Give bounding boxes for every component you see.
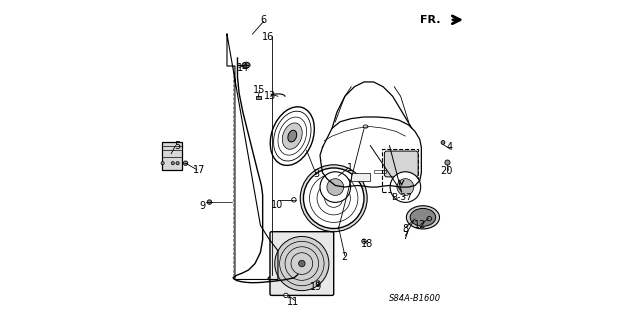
FancyBboxPatch shape <box>270 232 334 295</box>
Circle shape <box>304 168 364 228</box>
Circle shape <box>275 236 329 291</box>
Ellipse shape <box>242 62 250 68</box>
Text: 16: 16 <box>262 32 275 42</box>
Circle shape <box>176 162 179 165</box>
Circle shape <box>397 179 414 196</box>
Circle shape <box>327 179 344 196</box>
Text: 4: 4 <box>447 142 453 152</box>
Circle shape <box>427 216 431 221</box>
Text: 13: 13 <box>264 91 276 101</box>
Text: 20: 20 <box>441 166 453 176</box>
Text: 15: 15 <box>253 85 265 95</box>
Circle shape <box>445 160 450 165</box>
Bar <box>381 149 418 192</box>
Ellipse shape <box>288 130 297 142</box>
Text: 6: 6 <box>260 15 267 25</box>
Ellipse shape <box>410 208 436 226</box>
Circle shape <box>172 162 175 165</box>
Circle shape <box>207 200 212 204</box>
Text: 10: 10 <box>271 200 284 210</box>
Circle shape <box>390 172 421 202</box>
Bar <box>162 142 182 170</box>
Text: S84A-B1600: S84A-B1600 <box>389 294 441 303</box>
Text: 12: 12 <box>414 220 426 230</box>
Text: 11: 11 <box>287 297 299 307</box>
Text: 2: 2 <box>342 252 348 262</box>
Circle shape <box>284 293 288 298</box>
Ellipse shape <box>406 206 439 229</box>
Bar <box>351 173 371 181</box>
Circle shape <box>299 260 305 267</box>
Text: 1: 1 <box>347 163 352 173</box>
Text: 8: 8 <box>403 223 408 234</box>
Circle shape <box>362 239 366 244</box>
Text: 5: 5 <box>175 141 181 151</box>
Text: 17: 17 <box>193 164 205 174</box>
Text: 7: 7 <box>403 231 409 242</box>
Circle shape <box>330 195 337 202</box>
Text: B-37: B-37 <box>391 193 412 202</box>
Circle shape <box>316 281 320 284</box>
Circle shape <box>183 161 188 165</box>
Ellipse shape <box>270 107 314 165</box>
Circle shape <box>441 140 445 144</box>
Text: 18: 18 <box>361 239 373 249</box>
FancyBboxPatch shape <box>384 151 418 177</box>
Text: 14: 14 <box>237 63 249 73</box>
Bar <box>255 96 262 100</box>
Circle shape <box>399 177 404 181</box>
Ellipse shape <box>282 123 302 149</box>
Circle shape <box>320 172 351 202</box>
Ellipse shape <box>363 125 368 128</box>
Ellipse shape <box>268 276 275 281</box>
Text: FR.: FR. <box>420 15 441 25</box>
Bar <box>374 170 386 173</box>
Circle shape <box>161 162 164 165</box>
Circle shape <box>300 165 367 232</box>
Circle shape <box>292 197 296 202</box>
Text: 19: 19 <box>310 283 322 292</box>
Text: 9: 9 <box>199 201 205 211</box>
Text: 3: 3 <box>313 169 319 179</box>
